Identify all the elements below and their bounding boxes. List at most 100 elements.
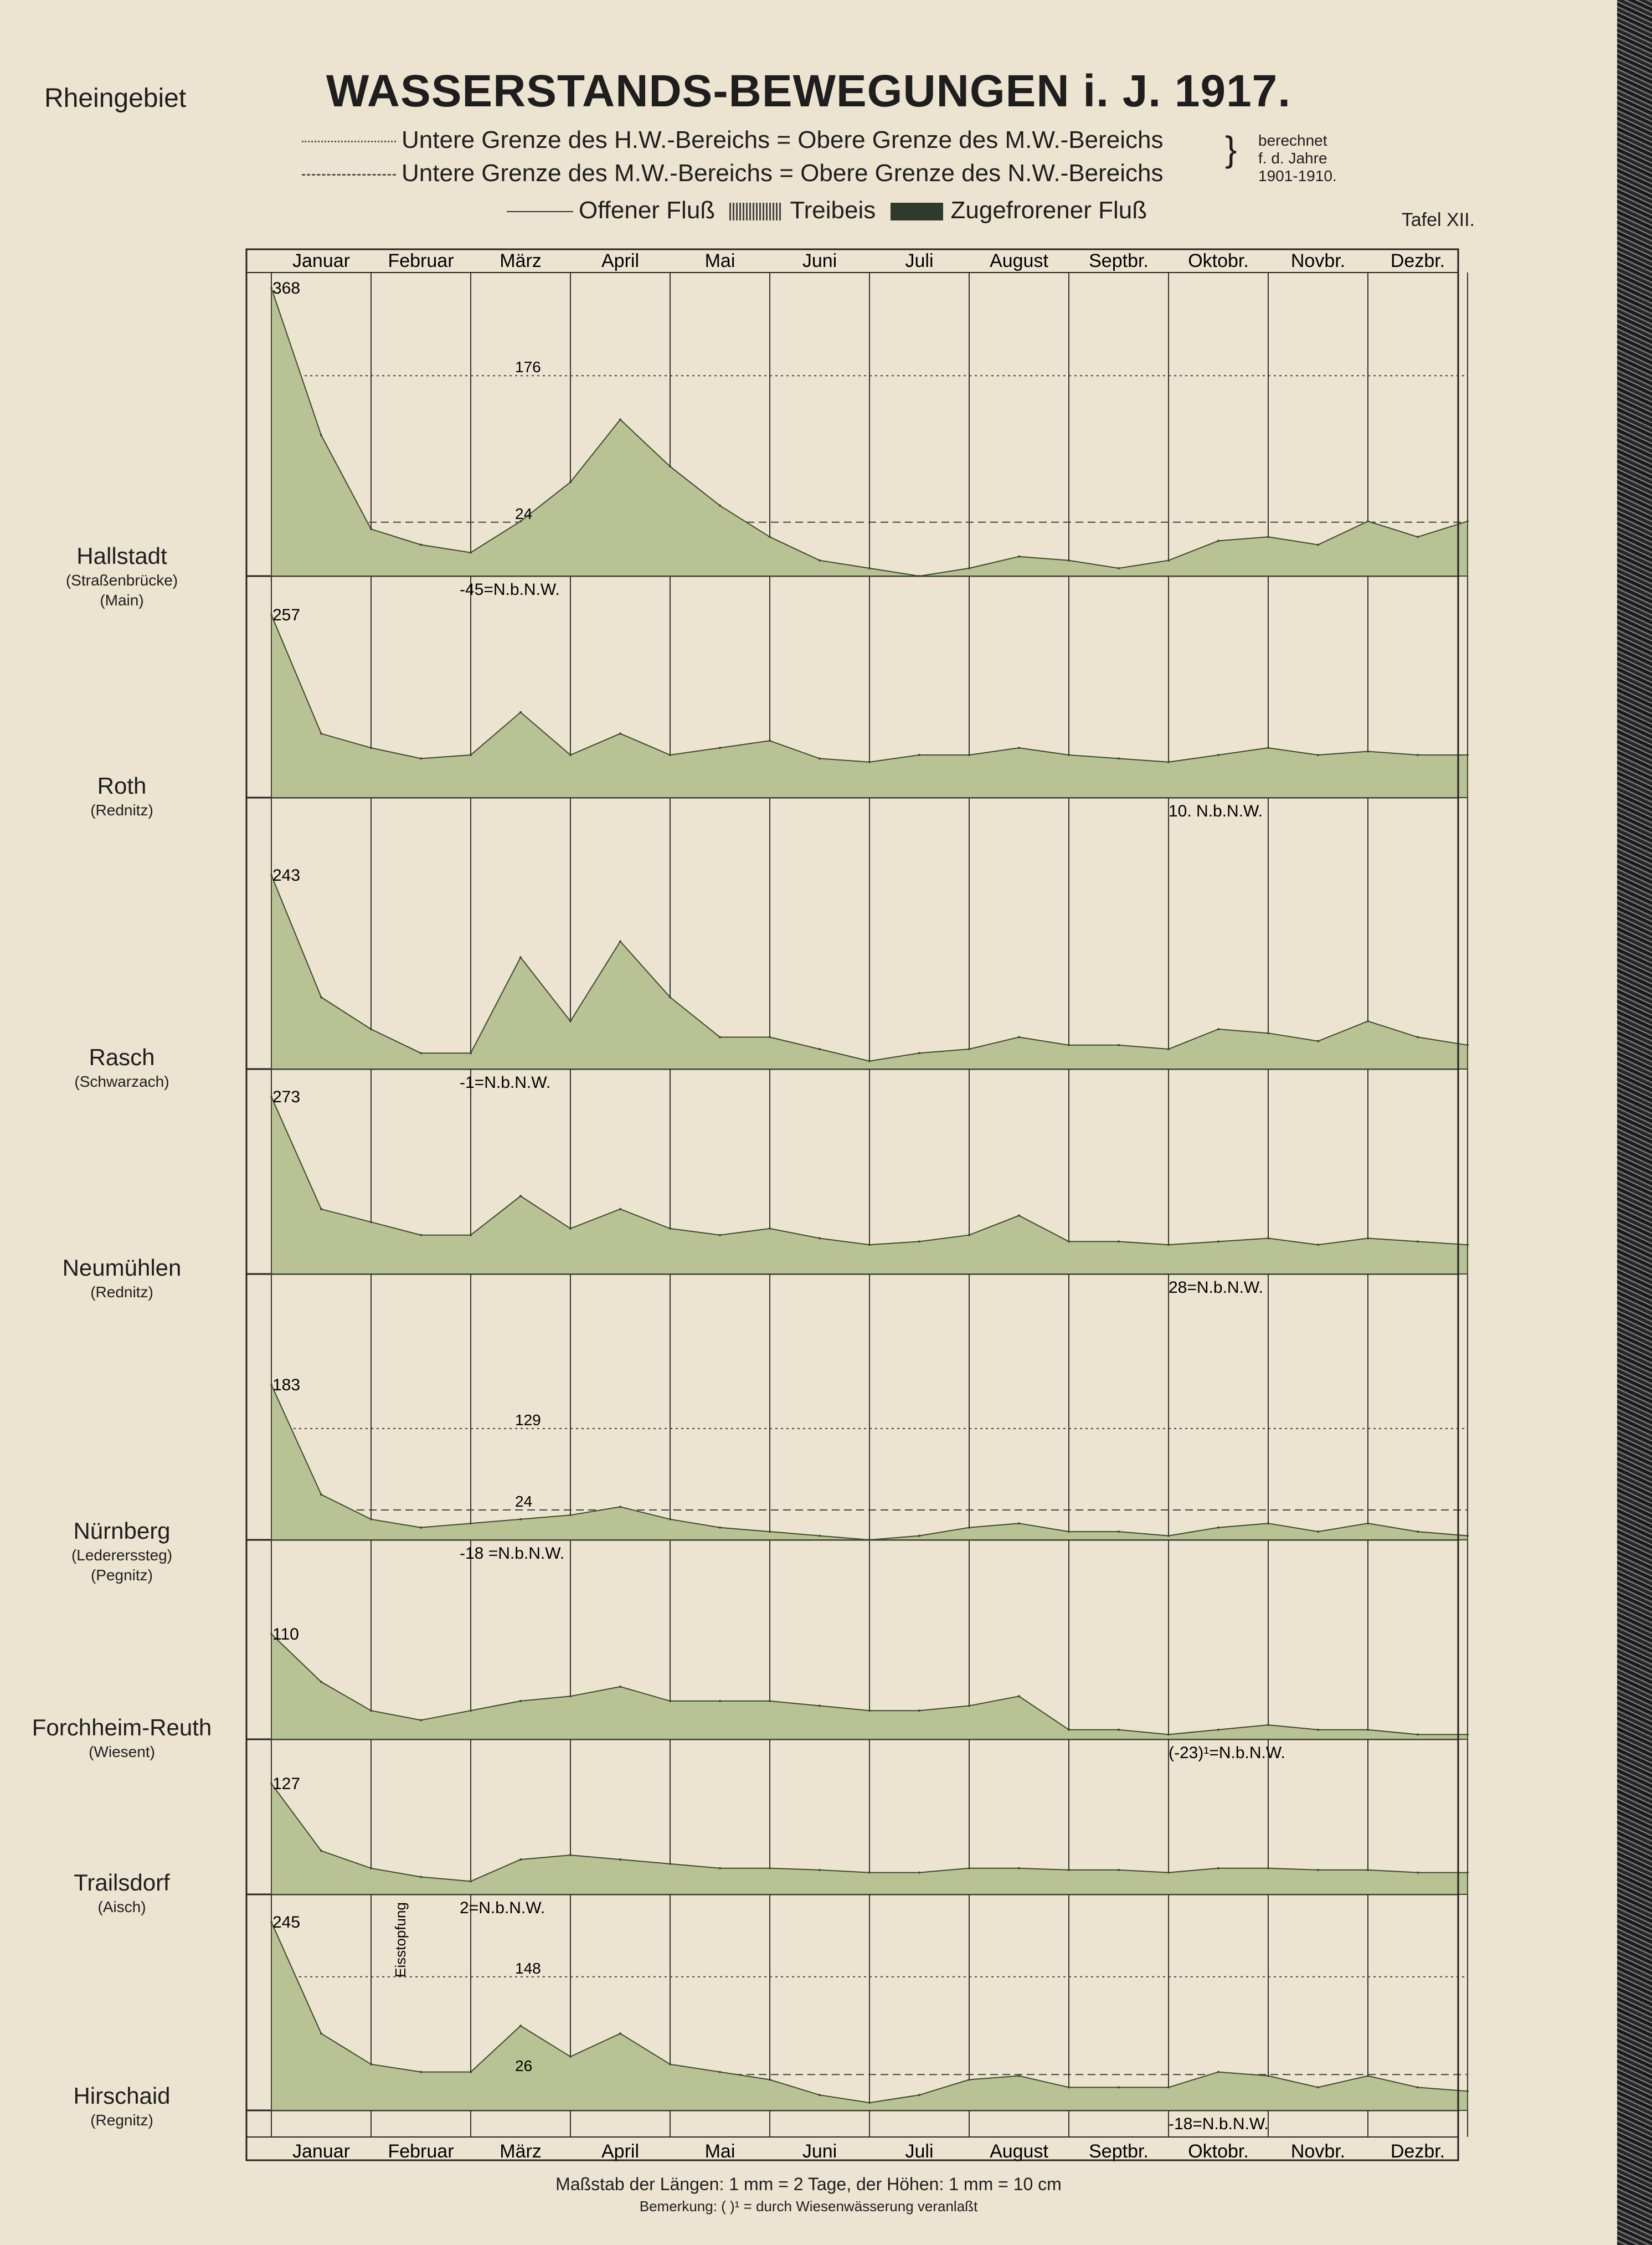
data-point <box>1217 1028 1219 1030</box>
plate-number: Tafel XII. <box>1401 209 1475 230</box>
data-point <box>569 1854 572 1857</box>
data-point <box>1367 750 1369 753</box>
month-label-bottom: Novbr. <box>1291 2141 1345 2162</box>
data-point <box>1466 754 1469 756</box>
data-point <box>420 1234 422 1236</box>
data-point <box>918 754 920 756</box>
data-point <box>1167 1871 1170 1874</box>
drift-ice-swatch <box>729 203 783 221</box>
data-point <box>1267 2074 1269 2077</box>
data-point <box>569 1514 572 1517</box>
max-value-label: 110 <box>272 1625 299 1643</box>
mw-threshold-label: 24 <box>515 505 532 522</box>
month-label-top: Novbr. <box>1291 250 1345 271</box>
data-point <box>270 1921 272 1923</box>
data-point <box>470 754 472 756</box>
month-label-bottom: Februar <box>388 2141 454 2162</box>
data-point <box>470 1052 472 1055</box>
data-point <box>320 434 322 436</box>
data-point <box>1018 1214 1020 1217</box>
page-title: WASSERSTANDS-BEWEGUNGEN i. J. 1917. <box>326 66 1291 116</box>
data-point <box>1068 754 1070 756</box>
data-point <box>1367 1522 1369 1525</box>
station-name: Nürnberg <box>73 1518 171 1544</box>
area-forchheimreuth <box>271 1632 1468 1740</box>
data-point <box>819 1868 821 1871</box>
data-point <box>320 2032 322 2035</box>
data-point <box>819 559 821 562</box>
data-point <box>420 2071 422 2073</box>
max-value-label: 243 <box>272 866 300 885</box>
data-point <box>1417 1871 1419 1874</box>
legend-hw-line: Untere Grenze des H.W.-Bereichs = Obere … <box>302 126 1164 154</box>
data-point <box>1118 1044 1120 1046</box>
area-trailsdorf <box>271 1781 1468 1895</box>
data-point <box>370 528 372 531</box>
station-name: Hirschaid <box>73 2083 171 2109</box>
data-point <box>968 1048 970 1050</box>
data-point <box>868 1539 871 1541</box>
data-point <box>918 1534 920 1537</box>
data-point <box>470 1709 472 1712</box>
station-river-sub: (Main) <box>100 592 144 609</box>
month-label-bottom: Mai <box>705 2141 735 2162</box>
data-point <box>1167 1048 1170 1050</box>
area-hallstadt <box>271 287 1468 577</box>
month-label-top: April <box>601 250 639 271</box>
nbnw-label: -18=N.b.N.W. <box>1169 2115 1269 2133</box>
area-roth <box>271 614 1468 798</box>
station-river: (Aisch) <box>97 1898 146 1915</box>
data-point <box>1417 536 1419 538</box>
data-point <box>719 1036 721 1039</box>
data-point <box>569 754 572 756</box>
data-point <box>1267 1724 1269 1727</box>
data-point <box>1018 1867 1020 1869</box>
station-river: (Schwarzach) <box>74 1073 169 1090</box>
data-point <box>1317 2086 1319 2089</box>
data-point <box>270 614 272 616</box>
data-point <box>270 1384 272 1386</box>
data-point <box>619 418 621 421</box>
data-point <box>769 739 771 742</box>
data-point <box>519 711 522 713</box>
data-point <box>868 1709 871 1712</box>
data-point <box>470 1880 472 1883</box>
nbnw-label: 2=N.b.N.W. <box>460 1899 545 1917</box>
data-point <box>1217 540 1219 542</box>
data-point <box>719 1234 721 1236</box>
data-point <box>968 2078 970 2081</box>
data-point <box>1417 1530 1419 1533</box>
data-point <box>569 481 572 484</box>
data-point <box>320 996 322 999</box>
data-point <box>1466 2090 1469 2093</box>
station-river: (Rednitz) <box>90 802 153 819</box>
month-label-top: Dezbr. <box>1391 250 1445 271</box>
data-point <box>320 1493 322 1496</box>
data-point <box>320 1850 322 1852</box>
area-rasch <box>271 875 1468 1070</box>
data-point <box>669 1227 671 1230</box>
data-point <box>370 1518 372 1520</box>
data-point <box>819 1534 821 1537</box>
nbnw-label: -1=N.b.N.W. <box>460 1073 550 1092</box>
hydrograph-chart: Januar Februar März April Mai Juni Juli August S… <box>245 248 1469 2162</box>
max-value-label: 273 <box>272 1088 300 1106</box>
data-point <box>819 1237 821 1240</box>
data-point <box>1068 1240 1070 1243</box>
region-label: Rheingebiet <box>44 84 187 113</box>
data-point <box>420 543 422 546</box>
data-point <box>669 1699 671 1702</box>
data-point <box>819 1704 821 1707</box>
data-point <box>918 1871 920 1874</box>
data-point <box>1217 1867 1219 1869</box>
data-point <box>1217 1728 1219 1731</box>
data-point <box>619 1858 621 1861</box>
month-label-bottom: Juli <box>905 2141 933 2162</box>
data-point <box>1417 2086 1419 2089</box>
data-point <box>1018 747 1020 749</box>
data-point <box>370 1867 372 1869</box>
data-point <box>769 1867 771 1869</box>
data-point <box>1417 1036 1419 1039</box>
data-point <box>1466 1534 1469 1537</box>
data-point <box>1466 520 1469 523</box>
